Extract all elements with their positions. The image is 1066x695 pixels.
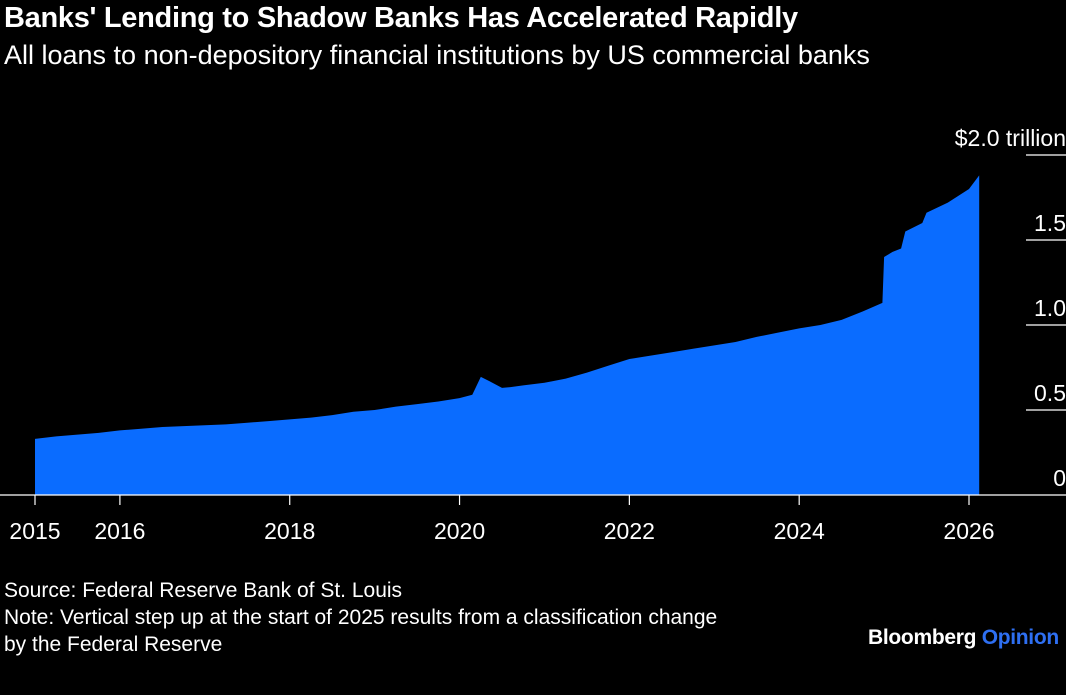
area-series-0 xyxy=(35,175,980,495)
chart-subtitle: All loans to non-depository financial in… xyxy=(4,40,870,70)
x-tick-label-2022: 2022 xyxy=(604,518,655,544)
x-tick-label-2024: 2024 xyxy=(774,518,825,544)
x-tick-label-2020: 2020 xyxy=(434,518,485,544)
x-tick-label-2026: 2026 xyxy=(943,518,994,544)
y-tick-label-4: 0 xyxy=(1053,465,1066,491)
brand-name: Bloomberg xyxy=(868,626,977,649)
x-tick-label-2015: 2015 xyxy=(9,518,60,544)
chart-title: Banks' Lending to Shadow Banks Has Accel… xyxy=(4,2,798,34)
y-tick-label-1: 1.5 xyxy=(1034,210,1066,236)
note-line-1: Note: Vertical step up at the start of 2… xyxy=(4,606,718,629)
x-tick-label-2018: 2018 xyxy=(264,518,315,544)
y-tick-label-0: $2.0 trillion xyxy=(955,125,1066,151)
brand-product: Opinion xyxy=(981,626,1060,649)
source-note: Source: Federal Reserve Bank of St. Loui… xyxy=(4,579,403,602)
area-chart: 2015 2016 2018 2020 2022 2024 2026 $2.0 trillio… xyxy=(0,125,1066,544)
note-line-2: by the Federal Reserve xyxy=(4,633,223,656)
y-tick-label-3: 0.5 xyxy=(1034,380,1066,406)
bloomberg-opinion-logo: Bloomberg Opinion xyxy=(868,626,1059,650)
x-tick-label-2016: 2016 xyxy=(94,518,145,544)
chart-footer: Source: Federal Reserve Bank of St. Loui… xyxy=(4,577,717,658)
y-tick-label-2: 1.0 xyxy=(1034,295,1066,321)
